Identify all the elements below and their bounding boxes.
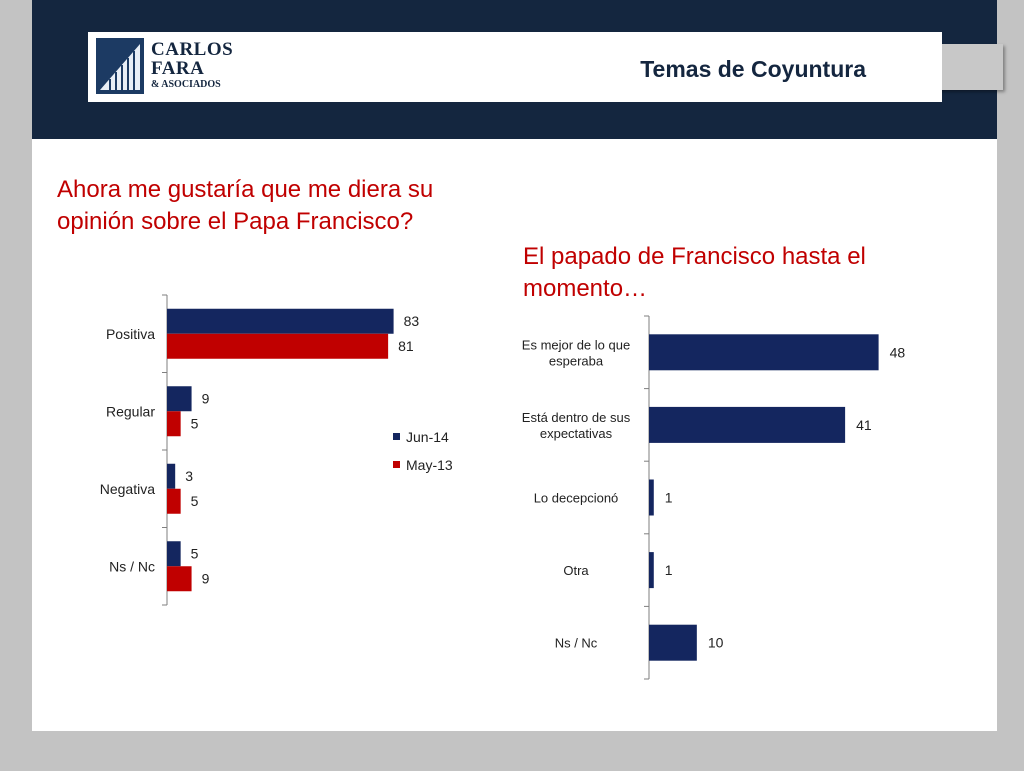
bar (167, 386, 192, 412)
data-label: 1 (665, 562, 673, 578)
category-label: Regular (106, 403, 155, 419)
company-logo: CARLOS FARA & ASOCIADOS (96, 38, 246, 94)
bar (649, 334, 879, 371)
category-label: Positiva (106, 326, 155, 342)
legend-label: Jun-14 (406, 429, 449, 445)
bar (649, 552, 654, 589)
data-label: 5 (191, 415, 199, 431)
data-label: 1 (665, 490, 673, 506)
logo-line-3: & ASOCIADOS (151, 79, 221, 90)
bar (649, 479, 654, 516)
data-label: 48 (890, 344, 906, 360)
data-label: 5 (191, 545, 199, 561)
bar (167, 488, 181, 514)
header-panel (88, 32, 942, 102)
category-label: Lo decepcionó (534, 491, 619, 506)
bar (167, 541, 181, 567)
category-label: Está dentro de sus expectativas (522, 410, 631, 441)
category-label: Ns / Nc (109, 558, 155, 574)
data-label: 81 (398, 338, 414, 354)
logo-line-2: FARA (151, 58, 205, 79)
data-label: 5 (191, 493, 199, 509)
bar (649, 624, 697, 661)
bar (167, 333, 389, 359)
data-label: 9 (202, 570, 210, 586)
bar (167, 566, 192, 592)
legend-swatch (393, 461, 400, 468)
legend-swatch (393, 433, 400, 440)
data-label: 10 (708, 635, 724, 651)
category-label: Ns / Nc (555, 636, 598, 651)
question-left: Ahora me gustaría que me diera su opinió… (57, 176, 434, 235)
question-right: El papado de Francisco hasta el momento… (523, 243, 866, 302)
page-title: Temas de Coyuntura (640, 56, 866, 82)
legend-label: May-13 (406, 457, 453, 473)
category-label: Negativa (100, 481, 155, 497)
papacy-chart: Es mejor de lo que esperaba 48 Está dentro … (522, 315, 906, 680)
bar (649, 406, 846, 443)
bar (167, 411, 181, 437)
category-label: Otra (563, 563, 589, 578)
data-label: 3 (185, 468, 193, 484)
category-label: Es mejor de lo que esperaba (522, 337, 630, 368)
data-label: 9 (202, 390, 210, 406)
logo-mark-icon (96, 38, 144, 94)
data-label: 83 (404, 313, 420, 329)
data-label: 41 (856, 417, 872, 433)
logo-line-1: CARLOS (151, 39, 234, 60)
bar (167, 308, 394, 334)
bar (167, 463, 176, 489)
